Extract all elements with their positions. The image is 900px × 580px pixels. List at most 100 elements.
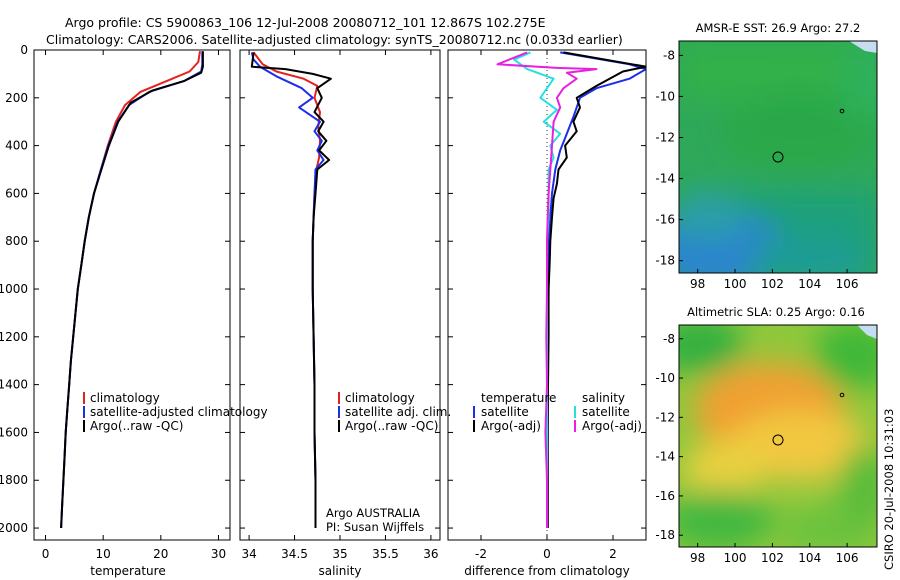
temperature-legend: climatology satellite-adjusted climatolo… (83, 391, 268, 433)
map-y-tick-label: -14 (655, 450, 675, 464)
map-x-tick-label: 98 (690, 277, 705, 291)
series-line-climatology (60, 51, 201, 529)
map-y-tick-label: -8 (663, 48, 675, 62)
legend-header-salinity: salinity (582, 391, 625, 405)
sst-map-image (679, 41, 877, 273)
x-tick-label: 0 (543, 547, 551, 561)
sst-map-title: AMSR-E SST: 26.9 Argo: 27.2 (696, 21, 861, 35)
map-y-tick-label: -12 (655, 130, 675, 144)
map-y-tick-label: -10 (655, 371, 675, 385)
side-caption: CSIRO 20-Jul-2008 10:31:03 (882, 409, 896, 570)
legend-label-temp-satellite: satellite (481, 405, 529, 419)
sla-map-image (679, 325, 877, 547)
difference-plot-frame (447, 49, 647, 541)
legend-header-temperature: temperature (481, 391, 556, 405)
x-tick-label: -2 (475, 547, 487, 561)
y-tick-label: 600 (5, 186, 28, 200)
y-tick-label: 1600 (0, 425, 28, 439)
sst-map-axis-ticks: 98 100 102 104 106 -8 -10 -12 -14 -16 -18 (655, 48, 858, 291)
salinity-axis-ticks: 34 34.5 35 35.5 36 (240, 49, 440, 561)
map-x-tick-label: 98 (690, 551, 705, 565)
y-tick-label: 1200 (0, 330, 28, 344)
map-x-tick-label: 104 (798, 551, 821, 565)
difference-panel: -2 0 2 difference from climatology tempera… (447, 49, 647, 578)
map-x-tick-label: 104 (798, 277, 821, 291)
series-line-temperature-satellite (546, 51, 646, 528)
map-x-tick-label: 102 (761, 277, 784, 291)
x-tick-label: 35 (332, 547, 347, 561)
salinity-plot-frame (239, 49, 441, 541)
map-y-tick-label: -10 (655, 89, 675, 103)
difference-xlabel: difference from climatology (464, 564, 630, 578)
sla-float-marker (772, 434, 784, 446)
difference-legend: temperature salinity satellite Argo(-adj… (473, 391, 642, 433)
salinity-panel: 34 34.5 35 35.5 36 salinity climatology sate… (239, 49, 451, 578)
y-tick-label: 1400 (0, 378, 28, 392)
sst-island-marker (839, 108, 845, 114)
temperature-plot-frame (33, 49, 231, 541)
map-x-tick-label: 106 (836, 551, 859, 565)
y-tick-label: 2000 (0, 521, 28, 535)
series-line-climatology (252, 51, 321, 528)
salinity-annotation-program: Argo AUSTRALIA (326, 506, 420, 520)
x-tick-label: 2 (609, 547, 617, 561)
sla-map-axis-ticks: 98 100 102 104 106 -8 -10 -12 -14 -16 -18 (655, 332, 858, 565)
legend-label-climatology: climatology (345, 391, 415, 405)
temperature-axis-ticks: 0 10 20 30 0 200 400 600 800 1000 1200 1400 1600 1800… (0, 43, 230, 561)
y-tick-label: 1000 (0, 282, 28, 296)
y-tick-label: 200 (5, 91, 28, 105)
sst-map-frame (678, 40, 878, 274)
temperature-panel: 0 10 20 30 0 200 400 600 800 1000 1200 1400 1600 1800… (0, 43, 268, 578)
y-tick-label: 1800 (0, 473, 28, 487)
map-y-tick-label: -18 (655, 254, 675, 268)
y-tick-label: 0 (20, 43, 28, 57)
legend-label-temp-argo: Argo(-adj) (481, 419, 541, 433)
legend-label-satellite: satellite-adjusted climatology (90, 405, 268, 419)
map-y-tick-label: -18 (655, 528, 675, 542)
difference-axis-ticks: -2 0 2 (448, 49, 646, 561)
x-tick-label: 10 (96, 547, 111, 561)
map-x-tick-label: 100 (724, 277, 747, 291)
sst-map-panel: AMSR-E SST: 26.9 Argo: 27.2 98 100 102 104 1… (655, 21, 878, 291)
x-tick-label: 20 (153, 547, 168, 561)
x-tick-label: 30 (211, 547, 226, 561)
y-tick-label: 400 (5, 139, 28, 153)
legend-label-argo: Argo(..raw -QC) (345, 419, 438, 433)
sla-map-frame (678, 324, 878, 548)
map-y-tick-label: -14 (655, 172, 675, 186)
map-y-tick-label: -12 (655, 410, 675, 424)
legend-label-satellite: satellite adj. clim. (345, 405, 451, 419)
title-line-2: Climatology: CARS2006. Satellite-adjuste… (46, 32, 623, 47)
salinity-series (250, 51, 332, 528)
salinity-legend: climatology satellite adj. clim. Argo(..… (338, 391, 451, 433)
temperature-xlabel: temperature (90, 564, 165, 578)
series-line-argo-raw-qc (60, 51, 204, 529)
map-x-tick-label: 106 (836, 277, 859, 291)
sla-island-marker (839, 392, 845, 398)
legend-label-sal-argo: Argo(-adj) (582, 419, 642, 433)
temperature-series (60, 51, 204, 529)
legend-label-climatology: climatology (90, 391, 160, 405)
sst-float-marker (772, 151, 784, 163)
y-tick-label: 800 (5, 234, 28, 248)
x-tick-label: 34 (241, 547, 256, 561)
map-x-tick-label: 100 (724, 551, 747, 565)
x-tick-label: 34.5 (281, 547, 308, 561)
difference-series (496, 51, 646, 528)
salinity-annotation-pi: PI: Susan Wijffels (326, 520, 424, 534)
x-tick-label: 0 (42, 547, 50, 561)
x-tick-label: 36 (423, 547, 438, 561)
map-y-tick-label: -8 (663, 332, 675, 346)
series-line-temperature-argo-adj (546, 51, 646, 528)
map-y-tick-label: -16 (655, 213, 675, 227)
sla-map-title: Altimetric SLA: 0.25 Argo: 0.16 (687, 305, 865, 319)
title-line-1: Argo profile: CS 5900863_106 12-Jul-2008… (65, 15, 546, 30)
series-line-argo-raw-qc (250, 52, 332, 528)
legend-label-argo: Argo(..raw -QC) (90, 419, 183, 433)
series-line-satellite-adjusted-climatology (60, 51, 204, 529)
x-tick-label: 35.5 (372, 547, 399, 561)
map-x-tick-label: 102 (761, 551, 784, 565)
legend-label-sal-satellite: satellite (582, 405, 630, 419)
salinity-xlabel: salinity (318, 564, 361, 578)
